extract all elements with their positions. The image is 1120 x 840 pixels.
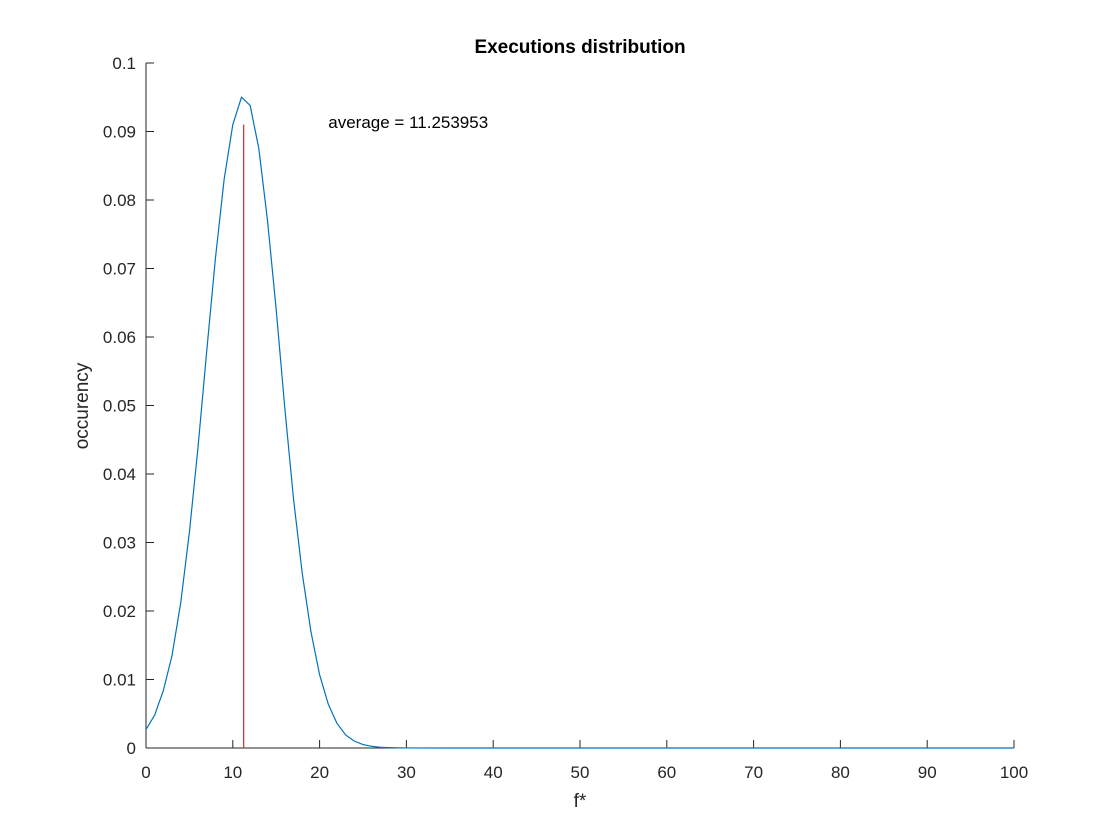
y-tick-label: 0.04	[103, 465, 136, 484]
x-tick-label: 90	[918, 763, 937, 782]
x-tick-label: 10	[223, 763, 242, 782]
y-tick-label: 0.07	[103, 260, 136, 279]
y-tick-label: 0.08	[103, 191, 136, 210]
distribution-series-line	[145, 96, 1014, 749]
y-tick-label: 0	[127, 739, 136, 758]
x-tick-label: 50	[571, 763, 590, 782]
plot-area: 0 10 20 30 40 50 60 70 80 90 100 0 0.01 0.02 0.03 0.04 0…	[103, 54, 1028, 782]
x-tick-label: 0	[141, 763, 150, 782]
x-tick-label: 20	[310, 763, 329, 782]
x-tick-label: 30	[397, 763, 416, 782]
y-tick-label: 0.02	[103, 602, 136, 621]
x-tick-label: 40	[484, 763, 503, 782]
x-tick-label: 80	[831, 763, 850, 782]
x-tick-label: 100	[1000, 763, 1028, 782]
y-tick-label: 0.01	[103, 671, 136, 690]
y-tick-label: 0.09	[103, 123, 136, 142]
chart-title: Executions distribution	[474, 37, 685, 58]
x-tick-label: 60	[657, 763, 676, 782]
y-axis-label: occurency	[72, 362, 93, 449]
x-axis-label: f*	[574, 791, 587, 812]
y-tick-label: 0.03	[103, 534, 136, 553]
y-tick-label: 0.1	[112, 54, 136, 73]
y-tick-label: 0.06	[103, 328, 136, 347]
x-tick-label: 70	[744, 763, 763, 782]
average-annotation: average = 11.253953	[328, 113, 488, 132]
y-tick-label: 0.05	[103, 397, 136, 416]
